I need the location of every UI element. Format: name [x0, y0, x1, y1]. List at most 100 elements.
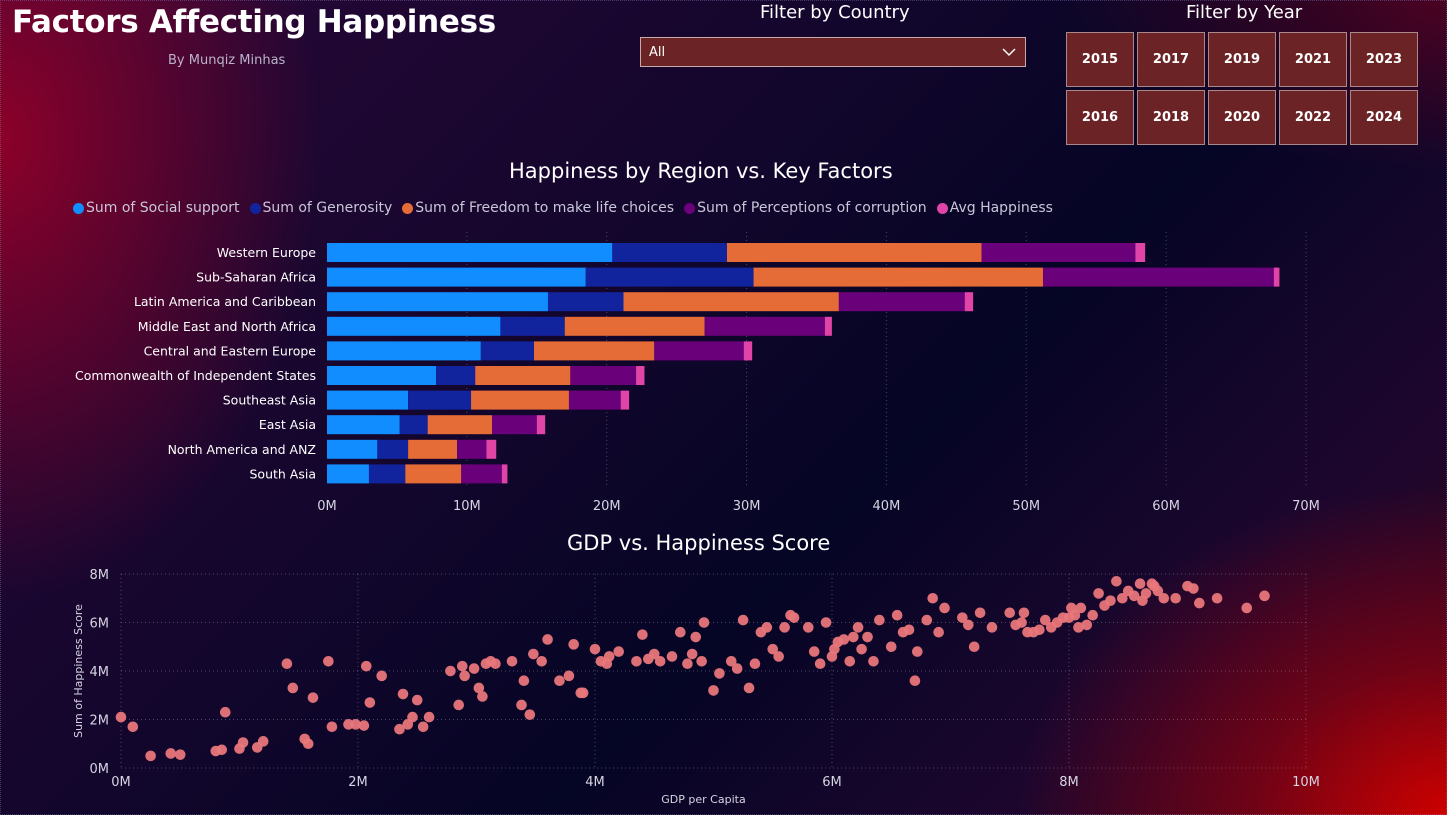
scatter-point: [891, 609, 903, 621]
scatter-point: [838, 634, 850, 645]
legend-label: Sum of Social support: [86, 200, 240, 216]
legend-item-freedom[interactable]: Sum of Freedom to make life choices: [402, 200, 674, 216]
bar-segment: [654, 341, 744, 361]
scatter-point: [453, 699, 465, 711]
scatter-point: [1057, 612, 1069, 623]
scatter-point: [788, 612, 800, 623]
bar-segment: [1043, 267, 1274, 287]
bar-segment: [436, 366, 476, 385]
scatter-point: [360, 660, 372, 672]
scatter-point: [666, 651, 678, 662]
year-button-2016[interactable]: 2016: [1066, 90, 1134, 145]
scatter-point: [459, 670, 470, 682]
scatter-point: [397, 688, 409, 700]
legend-label: Sum of Freedom to make life choices: [415, 200, 675, 216]
scatter-point: [1045, 622, 1057, 633]
scatter-point: [731, 663, 743, 674]
legend-label: Sum of Generosity: [262, 200, 393, 216]
country-filter-label: Filter by Country: [760, 2, 910, 23]
dashboard-title: Factors Affecting Happiness: [12, 4, 496, 40]
scatter-x-tick-label: 8M: [1059, 775, 1079, 790]
scatter-point: [480, 658, 492, 670]
scatter-point: [1105, 595, 1116, 606]
scatter-point: [675, 626, 686, 638]
year-button-2018[interactable]: 2018: [1137, 90, 1205, 145]
scatter-y-axis-title: Sum of Happiness Score: [72, 604, 85, 738]
scatter-point: [968, 641, 980, 653]
year-button-2017[interactable]: 2017: [1137, 32, 1205, 87]
scatter-point: [868, 656, 879, 667]
scatter-point: [589, 643, 601, 655]
bar-segment: [327, 390, 409, 410]
year-button-2020[interactable]: 2020: [1208, 90, 1276, 145]
scatter-point: [1182, 580, 1193, 592]
legend-item-generosity[interactable]: Sum of Generosity: [249, 200, 393, 216]
scatter-point: [1134, 578, 1146, 589]
scatter-point: [1034, 624, 1045, 636]
year-button-2023[interactable]: 2023: [1350, 32, 1418, 87]
scatter-point: [563, 670, 575, 682]
scatter-point: [820, 617, 832, 628]
bar-segment: [427, 415, 493, 435]
scatter-point: [516, 699, 527, 711]
scatter-point: [927, 592, 939, 604]
scatter-point: [897, 626, 909, 638]
country-filter-dropdown[interactable]: All: [640, 37, 1026, 67]
legend-item-corruption[interactable]: Sum of Perceptions of corruption: [684, 200, 927, 216]
legend-dot-freedom: [402, 202, 414, 214]
bar-segment: [568, 390, 621, 410]
bar-x-tick-label: 50M: [1012, 499, 1040, 514]
scatter-point: [933, 626, 944, 638]
scatter-point: [637, 629, 648, 640]
year-button-2019[interactable]: 2019: [1208, 32, 1276, 87]
scatter-x-tick-label: 6M: [822, 775, 842, 790]
scatter-point: [1241, 602, 1253, 614]
year-button-2021[interactable]: 2021: [1279, 32, 1347, 87]
bar-segment: [726, 243, 982, 262]
scatter-point: [803, 622, 814, 633]
bar-segment: [377, 439, 409, 459]
legend-item-social-support[interactable]: Sum of Social support: [73, 200, 240, 216]
scatter-point: [1188, 583, 1199, 594]
bar-chart-legend: Sum of Social support Sum of Generosity …: [73, 200, 1053, 216]
bar-category-label: North America and ANZ: [168, 442, 316, 457]
scatter-point: [468, 663, 480, 674]
scatter-point: [1194, 597, 1205, 609]
scatter-point: [808, 646, 820, 657]
scatter-y-tick-label: 6M: [90, 617, 110, 632]
bar-segment: [612, 243, 727, 262]
legend-label: Sum of Perceptions of corruption: [697, 200, 927, 216]
bar-segment: [824, 316, 832, 336]
scatter-point: [358, 720, 370, 731]
year-button-2024[interactable]: 2024: [1350, 90, 1418, 145]
bar-chart-title: Happiness by Region vs. Key Factors: [509, 159, 893, 183]
scatter-point: [1073, 622, 1084, 633]
scatter-x-axis-title: GDP per Capita: [661, 793, 745, 806]
bar-segment: [570, 366, 637, 385]
year-button-2015[interactable]: 2015: [1066, 32, 1134, 87]
scatter-x-tick-label: 10M: [1292, 775, 1320, 790]
scatter-y-tick-label: 8M: [90, 568, 110, 583]
scatter-x-tick-label: 2M: [348, 775, 368, 790]
scatter-point: [1022, 626, 1033, 638]
scatter-point: [145, 750, 156, 762]
scatter-point: [1066, 602, 1077, 614]
scatter-point: [832, 636, 844, 648]
scatter-point: [714, 668, 725, 679]
year-button-2022[interactable]: 2022: [1279, 90, 1347, 145]
scatter-point: [648, 648, 660, 660]
legend-item-avg-happiness[interactable]: Avg Happiness: [936, 200, 1053, 216]
bar-x-tick-label: 0M: [317, 499, 337, 514]
bar-segment: [536, 415, 546, 435]
scatter-point: [749, 658, 761, 670]
scatter-point: [844, 656, 856, 667]
scatter-point: [402, 719, 414, 730]
bar-category-label: Southeast Asia: [223, 393, 316, 408]
scatter-point: [1069, 609, 1081, 621]
scatter-point: [743, 682, 755, 694]
scatter-point: [737, 614, 749, 626]
scatter-point: [1081, 619, 1093, 631]
bar-x-tick-label: 10M: [453, 499, 481, 514]
bar-segment: [585, 267, 754, 287]
bar-segment: [327, 341, 481, 361]
